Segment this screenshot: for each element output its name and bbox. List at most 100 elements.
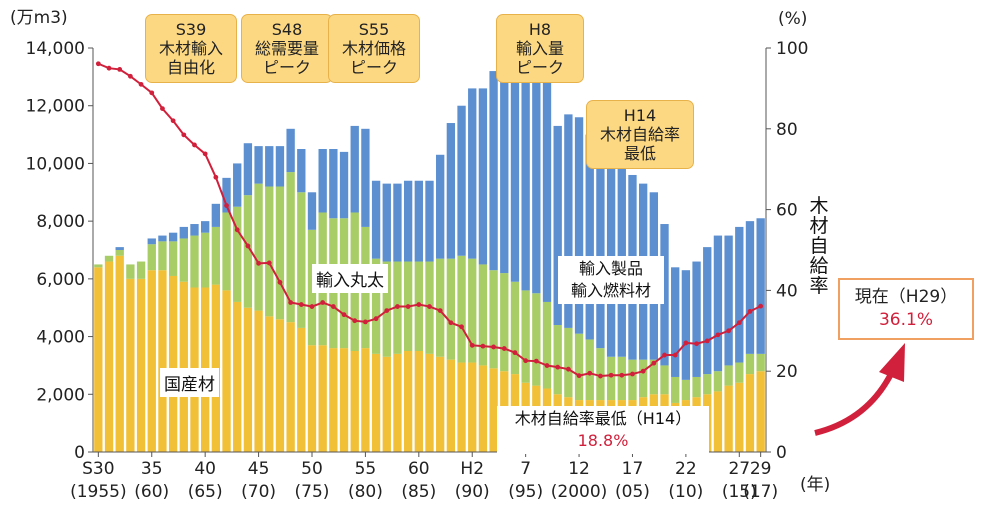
y-tick-label: 10,000 [26,154,85,174]
self-sufficiency-point [640,368,646,374]
bar-segment-product [403,180,413,262]
bar-segment-product [393,183,402,262]
bar-segment-domestic [382,356,391,452]
bar-segment-domestic [168,275,178,452]
bar-segment-product [713,235,723,372]
self-sufficiency-point [619,372,625,378]
bar-segment-log [692,376,701,398]
bar-segment-product [168,232,178,242]
self-sufficiency-point [373,316,379,322]
y-tick-label: 2,000 [36,385,85,405]
self-sufficiency-point [704,338,710,344]
self-sufficiency-point [160,106,165,111]
bar-segment-product [201,221,210,233]
self-sufficiency-point [352,318,358,324]
bar-segment-product [735,226,744,363]
bar-segment-product [756,218,765,354]
self-sufficiency-point [266,260,272,266]
self-sufficiency-point [95,61,101,67]
bar-segment-log [126,264,135,279]
x-tick-sublabel: (1955) [70,482,127,502]
x-tick-sublabel: (17) [743,482,778,502]
bar-segment-domestic [94,267,103,452]
bar-segment-domestic [233,301,242,452]
self-sufficiency-point [416,302,422,307]
bar-segment-product [361,128,370,227]
bar-segment-log [489,270,498,369]
badge-s48: S48 総需要量 ピーク [241,14,333,83]
bar-segment-domestic [275,319,285,452]
bar-segment-domestic [756,371,765,452]
bar-segment-log [735,362,744,383]
self-sufficiency-point [170,118,176,124]
x-tick-sublabel: (80) [348,482,383,502]
bar-segment-domestic [179,281,188,452]
self-sufficiency-point [726,328,732,334]
bar-segment-log [500,273,509,372]
bar-segment-log [275,186,285,320]
x-tick-sublabel: (85) [401,482,436,502]
left-axis-unit: (万m3) [10,8,68,28]
bar-segment-product [606,151,616,357]
x-tick-label: 35 [141,459,163,479]
self-sufficiency-point [587,370,593,376]
bar-segment-product [596,154,605,349]
bar-segment-domestic [297,327,306,452]
current-arrow-head [879,343,905,382]
bar-segment-domestic [243,307,253,452]
bar-segment-product [265,146,274,187]
x-tick-label: H2 [460,459,484,479]
current-arrow [814,370,895,436]
bar-segment-domestic [489,368,498,452]
bar-segment-log [681,379,691,401]
bar-segment-domestic [136,278,146,452]
self-sufficiency-point [192,142,197,148]
product-label: 輸入製品 輸入燃料材 [558,256,664,304]
bar-segment-log [297,192,306,328]
self-sufficiency-point [288,300,294,305]
bar-segment-product [414,180,423,262]
bar-segment-product [489,71,498,271]
bar-segment-domestic [735,382,744,452]
bar-segment-product [564,114,573,328]
self-sufficiency-point [330,304,336,309]
bar-segment-product [179,226,188,239]
bar-segment-log [628,359,637,401]
bar-segment-domestic [478,365,488,452]
bar-segment-product [745,221,755,354]
self-sufficiency-point [630,371,635,377]
x-tick-label: 45 [248,459,270,479]
self-sufficiency-point [523,358,529,364]
bar-segment-domestic [115,255,124,452]
self-sufficiency-point [427,304,432,309]
x-tick-label: 27 [728,459,750,479]
x-tick-label: 12 [568,459,590,479]
bar-segment-domestic [436,356,445,452]
bar-segment-product [382,183,391,262]
bar-segment-product [147,238,156,245]
badge-h14: H14 木材自給率 最低 [586,100,694,169]
bar-segment-log [745,353,755,375]
bar-segment-product [307,192,317,230]
right-axis-unit: (%) [778,9,808,29]
bar-segment-log [457,255,466,363]
bar-segment-log [606,356,616,401]
y-tick-label: 8,000 [36,212,85,232]
bar-segment-log [243,195,253,308]
bar-segment-product [329,149,338,219]
badge-s55: S55 木材価格 ピーク [328,14,420,83]
bar-segment-product [222,177,231,213]
self-sufficiency-point [277,279,283,285]
x-tick-sublabel: (95) [508,482,543,502]
bar-segment-log [233,206,242,302]
bar-segment-domestic [371,353,381,452]
bar-segment-product [275,146,285,187]
x-tick-sublabel: (15) [722,482,757,502]
self-sufficiency-point [384,308,390,313]
self-sufficiency-point [363,319,368,325]
bar-segment-log [553,325,562,395]
self-sufficiency-point [694,341,699,347]
self-sufficiency-point [224,203,229,208]
y2-tick-label: 100 [776,39,808,59]
bar-segment-log [446,258,456,360]
